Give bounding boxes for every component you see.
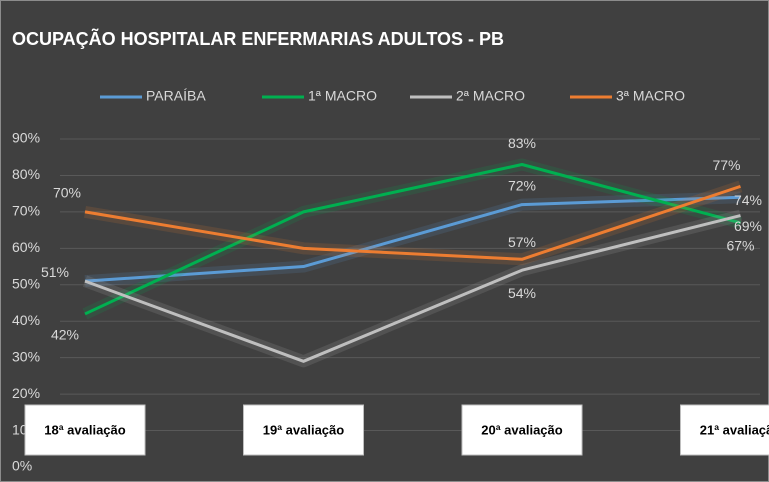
data-label: 42% <box>51 327 79 343</box>
series-line <box>84 195 741 283</box>
y-tick-label: 40% <box>12 312 40 328</box>
legend-label: 1ª MACRO <box>308 88 377 104</box>
chart-title: OCUPAÇÃO HOSPITALAR ENFERMARIAS ADULTOS … <box>12 28 504 49</box>
series-line <box>84 184 741 261</box>
data-label: 70% <box>53 185 81 201</box>
series-line <box>84 163 741 316</box>
category-box <box>24 404 146 456</box>
legend-label: 3ª MACRO <box>616 88 685 104</box>
y-tick-label: 20% <box>12 385 40 401</box>
y-tick-label: 90% <box>12 130 40 146</box>
category-box <box>461 404 583 456</box>
category-box <box>680 404 769 456</box>
data-label: 67% <box>726 238 754 254</box>
data-label: 54% <box>508 285 536 301</box>
data-label: 77% <box>712 157 740 173</box>
data-label: 74% <box>734 192 762 208</box>
series-line <box>84 214 741 363</box>
data-label: 69% <box>734 218 762 234</box>
legend-label: 2ª MACRO <box>456 88 525 104</box>
x-tick-label: 18ª avaliação <box>44 422 125 437</box>
category-box <box>243 404 364 456</box>
y-tick-label: 80% <box>12 166 40 182</box>
y-tick-label: 0% <box>12 458 32 474</box>
y-tick-label: 60% <box>12 239 40 255</box>
x-tick-label: 19ª avaliação <box>263 422 344 437</box>
data-label: 51% <box>41 264 69 280</box>
x-tick-label: 21ª avaliação <box>700 422 769 437</box>
y-tick-label: 30% <box>12 348 40 364</box>
legend-label: PARAÍBA <box>146 88 206 104</box>
y-tick-label: 50% <box>12 275 40 291</box>
data-label: 83% <box>508 135 536 151</box>
data-label: 57% <box>508 234 536 250</box>
data-label: 72% <box>508 177 536 193</box>
x-tick-label: 20ª avaliação <box>481 422 562 437</box>
y-tick-label: 70% <box>12 203 40 219</box>
